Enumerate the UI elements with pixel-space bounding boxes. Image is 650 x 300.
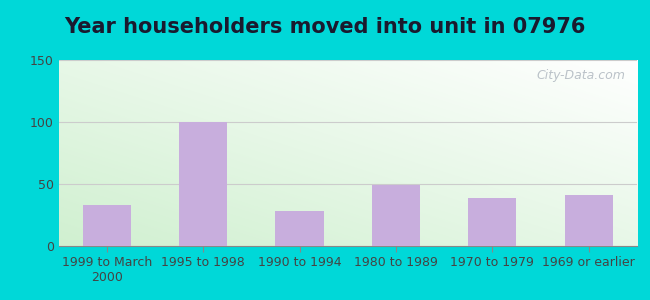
Bar xyxy=(276,211,324,246)
Bar xyxy=(468,198,517,246)
Bar xyxy=(565,195,613,246)
Text: Year householders moved into unit in 07976: Year householders moved into unit in 079… xyxy=(64,17,586,37)
Bar xyxy=(83,205,131,246)
Bar xyxy=(372,185,420,246)
Text: City-Data.com: City-Data.com xyxy=(536,69,625,82)
Bar xyxy=(179,122,228,246)
